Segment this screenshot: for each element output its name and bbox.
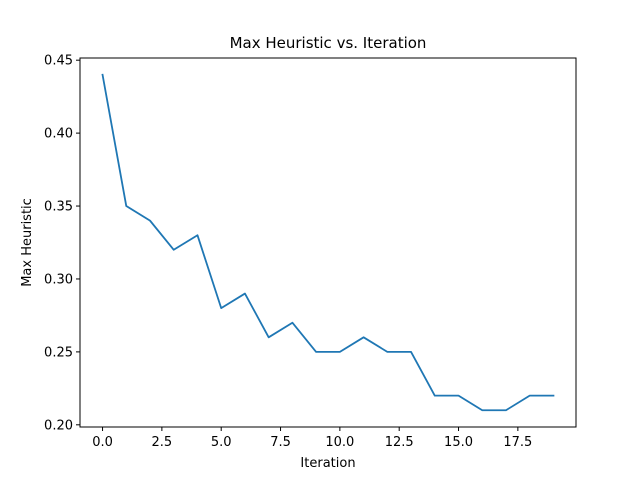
x-tick-label: 2.5 xyxy=(152,435,173,450)
x-tick-label: 0.0 xyxy=(92,435,113,450)
chart-title: Max Heuristic vs. Iteration xyxy=(230,34,427,52)
x-tick-label: 5.0 xyxy=(211,435,232,450)
y-tick-label: 0.20 xyxy=(44,418,73,433)
series-line xyxy=(101,73,555,412)
y-axis-ticks: 0.20 0.25 0.30 0.35 0.40 0.45 xyxy=(44,54,80,433)
x-tick-label: 15.0 xyxy=(444,435,473,450)
y-tick-label: 0.30 xyxy=(44,272,73,287)
x-axis-ticks: 0.0 2.5 5.0 7.5 10.0 12.5 15.0 17.5 xyxy=(92,427,532,450)
y-tick-label: 0.45 xyxy=(44,54,73,69)
x-tick-label: 7.5 xyxy=(270,435,291,450)
x-tick-label: 17.5 xyxy=(503,435,532,450)
y-tick-label: 0.25 xyxy=(44,345,73,360)
y-tick-label: 0.35 xyxy=(44,200,73,215)
x-tick-label: 12.5 xyxy=(385,435,414,450)
x-tick-label: 10.0 xyxy=(325,435,354,450)
y-tick-label: 0.40 xyxy=(44,127,73,142)
x-axis-label: Iteration xyxy=(300,456,355,471)
y-axis-label: Max Heuristic xyxy=(20,198,35,287)
plot-frame xyxy=(79,57,577,428)
series-layer xyxy=(101,73,555,412)
plot-area xyxy=(80,58,576,427)
